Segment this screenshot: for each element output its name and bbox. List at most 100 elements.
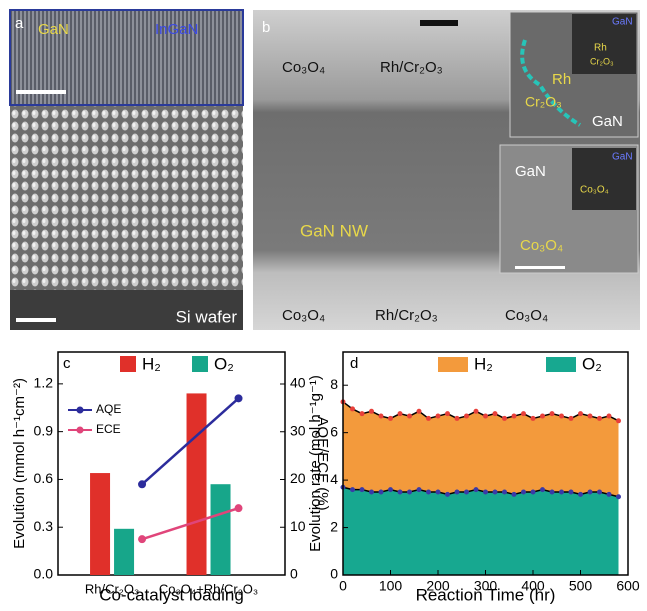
legend-label: H₂: [142, 354, 161, 373]
y-tick-label: 8: [330, 376, 338, 392]
image-label: GaN NW: [300, 221, 368, 240]
bar: [211, 484, 231, 575]
marker: [588, 414, 593, 419]
image-label: InGaN: [155, 21, 198, 38]
legend-label: AQE: [96, 402, 121, 416]
marker: [616, 494, 621, 499]
image-label: Rh: [594, 43, 607, 54]
panel-label: d: [350, 355, 358, 372]
y2-tick-label: 40: [290, 375, 306, 391]
marker: [569, 489, 574, 494]
marker: [426, 489, 431, 494]
marker: [502, 416, 507, 421]
marker: [512, 492, 517, 497]
marker: [474, 409, 479, 414]
marker: [540, 487, 545, 492]
legend-label: ECE: [96, 422, 121, 436]
image-label: Co₃O₄: [520, 237, 563, 254]
y2-tick-label: 0: [290, 566, 298, 582]
marker: [550, 489, 555, 494]
y2-tick-label: 10: [290, 518, 306, 534]
marker: [235, 504, 243, 512]
y-tick-label: 0: [330, 566, 338, 582]
marker: [398, 411, 403, 416]
marker: [388, 487, 393, 492]
marker: [388, 416, 393, 421]
panel-label: c: [63, 355, 71, 372]
y-tick-label: 4: [330, 471, 338, 487]
y-tick-label: 1.2: [34, 375, 54, 391]
bar: [114, 529, 134, 575]
marker: [379, 489, 384, 494]
image-label: Rh/Cr₂O₃: [375, 307, 438, 324]
y-tick-label: 2: [330, 518, 338, 534]
y2-tick-label: 30: [290, 422, 306, 438]
x-axis-label: Reaction Time (hr): [416, 585, 556, 604]
bar: [90, 473, 110, 575]
marker: [426, 416, 431, 421]
legend-label: H₂: [474, 354, 493, 373]
marker: [417, 487, 422, 492]
marker: [436, 489, 441, 494]
marker: [578, 411, 583, 416]
legend-swatch: [438, 357, 468, 372]
marker: [483, 414, 488, 419]
x-tick-label: 100: [379, 578, 403, 594]
marker: [379, 414, 384, 419]
legend-swatch: [120, 356, 136, 372]
marker: [360, 411, 365, 416]
legend-marker: [77, 427, 84, 434]
y-tick-label: 0.6: [34, 470, 54, 486]
marker: [578, 492, 583, 497]
panel-label: a: [15, 15, 24, 32]
y-tick-label: 0.0: [34, 566, 54, 582]
marker: [597, 489, 602, 494]
x-tick-label: 600: [616, 578, 640, 594]
scale-bar: [16, 90, 66, 94]
image-label: GaN: [515, 163, 546, 180]
marker: [464, 489, 469, 494]
marker: [607, 492, 612, 497]
marker: [588, 489, 593, 494]
marker: [616, 418, 621, 423]
marker: [493, 411, 498, 416]
marker: [417, 409, 422, 414]
marker: [531, 416, 536, 421]
image-label: GaN: [38, 21, 69, 38]
image-label: GaN: [592, 113, 623, 130]
marker: [138, 480, 146, 488]
marker: [350, 487, 355, 492]
legend-swatch: [546, 357, 576, 372]
image-label: GaN: [612, 17, 633, 28]
image-label: Rh: [552, 71, 571, 88]
x-axis-label: Co-catalyst loading: [99, 585, 244, 604]
marker: [455, 489, 460, 494]
marker: [464, 414, 469, 419]
image-label: Co₃O₄: [282, 59, 325, 76]
marker: [445, 411, 450, 416]
marker: [436, 414, 441, 419]
marker: [502, 489, 507, 494]
marker: [607, 414, 612, 419]
y-axis-label: Evolution rate (mol h⁻¹g⁻¹): [307, 375, 324, 552]
marker: [512, 414, 517, 419]
x-tick-label: 500: [569, 578, 593, 594]
scale-bar: [420, 20, 458, 26]
marker: [493, 489, 498, 494]
y2-tick-label: 20: [290, 470, 306, 486]
y-axis-label: Evolution (mmol h⁻¹cm⁻²): [11, 378, 28, 549]
marker: [398, 489, 403, 494]
marker: [407, 414, 412, 419]
marker: [540, 414, 545, 419]
marker: [350, 406, 355, 411]
image-label: Co₃O₄: [580, 185, 609, 196]
image-label: Co₃O₄: [505, 307, 548, 324]
legend-marker: [77, 407, 84, 414]
marker: [550, 411, 555, 416]
marker: [521, 411, 526, 416]
image-label: Cr₂O₃: [590, 56, 614, 66]
marker: [445, 492, 450, 497]
figure: a GaN InGaN Si wafer b Co₃O₄ Rh/Cr₂O₃ Ga…: [0, 0, 647, 606]
marker: [235, 394, 243, 402]
image-label: Si wafer: [176, 307, 238, 326]
